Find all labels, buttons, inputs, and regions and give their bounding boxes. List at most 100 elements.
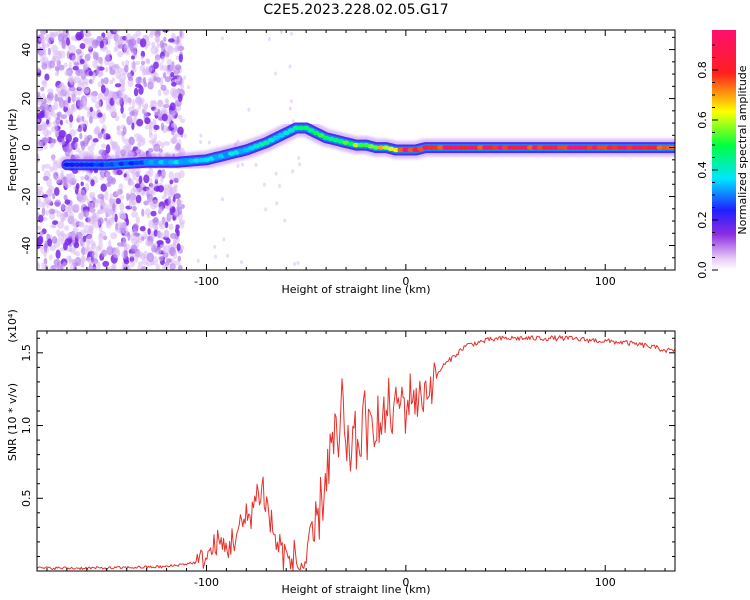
- heatmap-noise-cell: [136, 118, 144, 127]
- heatmap-noise-cell: [65, 119, 69, 124]
- heatmap-noise-cell: [175, 55, 180, 60]
- heatmap-noise-cell: [63, 62, 68, 68]
- heatmap-noise-cell: [133, 113, 138, 119]
- heatmap-ridge-cell: [551, 145, 559, 150]
- heatmap-noise-cell: [112, 30, 120, 33]
- heatmap-noise-cell: [278, 183, 282, 188]
- heatmap-noise-cell: [267, 37, 271, 41]
- heatmap-noise-cell: [37, 112, 44, 118]
- heatmap-noise-cell: [150, 242, 155, 248]
- heatmap-panel: -100 0 100 -40 -20 0 20 40 Height of straight …: [6, 29, 676, 296]
- heatmap-noise-cell: [63, 176, 67, 186]
- heatmap-noise-cell: [240, 260, 243, 265]
- heatmap-ridge-cell: [536, 145, 544, 150]
- heatmap-noise-cell: [41, 44, 46, 54]
- heatmap-noise-cell: [116, 130, 124, 136]
- heatmap-noise-cell: [42, 78, 48, 88]
- heatmap-noise-cell: [144, 124, 152, 130]
- heatmap-noise-cell: [160, 122, 165, 131]
- heatmap-ridge-cell: [492, 145, 500, 150]
- heatmap-noise-cell: [47, 47, 52, 56]
- heatmap-noise-cell: [226, 253, 230, 258]
- heatmap-ridge-cell: [63, 162, 71, 167]
- heatmap-noise-cell: [78, 198, 85, 204]
- tick-label: 1.0: [20, 417, 33, 435]
- heatmap-noise-cell: [274, 71, 278, 76]
- heatmap-noise-cell: [110, 177, 116, 185]
- heatmap-noise-cell: [41, 207, 46, 217]
- heatmap-noise-cell: [175, 224, 180, 230]
- tick-label: 0: [402, 275, 409, 288]
- heatmap-noise-cell: [175, 142, 181, 151]
- heatmap-noise-cell: [98, 71, 104, 77]
- heatmap-noise-cell: [81, 37, 87, 42]
- heatmap-ridge-cell: [153, 160, 161, 165]
- heatmap-noise-cell: [173, 260, 181, 266]
- heatmap-noise-cell: [121, 213, 126, 220]
- heatmap-noise-cell: [154, 173, 159, 182]
- heatmap-noise-cell: [57, 33, 65, 42]
- heatmap-noise-cell: [152, 218, 159, 223]
- heatmap-noise-cell: [38, 231, 44, 236]
- heatmap-noise-cell: [186, 85, 190, 90]
- heatmap-noise-cell: [94, 198, 99, 203]
- heatmap-noise-cell: [170, 72, 175, 78]
- heatmap-noise-cell: [122, 226, 128, 235]
- heatmap-ridge-cell: [312, 130, 320, 136]
- heatmap-noise-cell: [51, 154, 55, 162]
- heatmap-noise-cell: [62, 85, 68, 94]
- heatmap-noise-cell: [76, 116, 83, 124]
- heatmap-noise-cell: [129, 260, 136, 268]
- heatmap-noise-cell: [69, 86, 76, 92]
- heatmap-noise-cell: [154, 222, 158, 231]
- tick-label: 0: [402, 576, 409, 589]
- heatmap-noise-cell: [108, 209, 112, 218]
- heatmap-noise-cell: [89, 116, 93, 124]
- colorbar-ticks: 0.0 0.2 0.4 0.6 0.8: [696, 44, 718, 279]
- heatmap-noise-cell: [177, 114, 183, 120]
- heatmap-noise-cell: [54, 187, 60, 196]
- heatmap-ridge-cell: [143, 160, 151, 165]
- heatmap-noise-cell: [52, 139, 57, 144]
- heatmap-noise-cell: [99, 40, 105, 49]
- heatmap-noise-cell: [168, 38, 175, 43]
- heatmap-noise-cell: [37, 225, 42, 231]
- heatmap-noise-cell: [50, 224, 56, 229]
- heatmap-noise-cell: [117, 39, 125, 45]
- heatmap-ridge-cell: [317, 133, 325, 138]
- heatmap-noise-cell: [112, 202, 116, 212]
- heatmap-noise-cell: [84, 106, 91, 111]
- heatmap-noise-cell: [83, 209, 90, 218]
- heatmap-noise-cell: [56, 229, 61, 237]
- heatmap-noise-cell: [87, 145, 95, 152]
- heatmap-noise-cell: [66, 255, 71, 262]
- heatmap-noise-cell: [135, 148, 142, 154]
- heatmap-ridge-cell: [522, 145, 529, 150]
- heatmap-noise-cell: [166, 58, 173, 66]
- heatmap-noise-cell: [102, 130, 106, 141]
- heatmap-noise-cell: [174, 185, 178, 194]
- heatmap-noise-cell: [293, 262, 297, 266]
- heatmap-noise-cell: [157, 109, 161, 115]
- heatmap-noise-cell: [173, 131, 177, 140]
- heatmap-ridge-cell: [571, 145, 579, 150]
- heatmap-noise-cell: [59, 99, 64, 109]
- heatmap-ridge-cell: [606, 145, 614, 150]
- heatmap-noise-cell: [122, 126, 127, 136]
- heatmap-noise-cell: [90, 179, 95, 187]
- heatmap-noise-cell: [66, 143, 73, 153]
- heatmap-noise-cell: [51, 44, 59, 53]
- heatmap-noise-cell: [156, 231, 163, 239]
- heatmap-noise-cell: [52, 236, 58, 244]
- heatmap-noise-cell: [82, 30, 90, 38]
- heatmap-noise-cell: [296, 261, 300, 265]
- heatmap-noise-cell: [73, 250, 77, 256]
- heatmap-noise-cell: [289, 99, 293, 104]
- heatmap-ridge-cell: [397, 147, 405, 153]
- heatmap-noise-cell: [54, 71, 59, 77]
- heatmap-noise-cell: [153, 124, 160, 130]
- heatmap-noise-cell: [97, 99, 101, 109]
- heatmap-noise-cell: [114, 83, 122, 88]
- heatmap-noise-cell: [170, 139, 178, 144]
- heatmap-noise-cell: [168, 171, 174, 180]
